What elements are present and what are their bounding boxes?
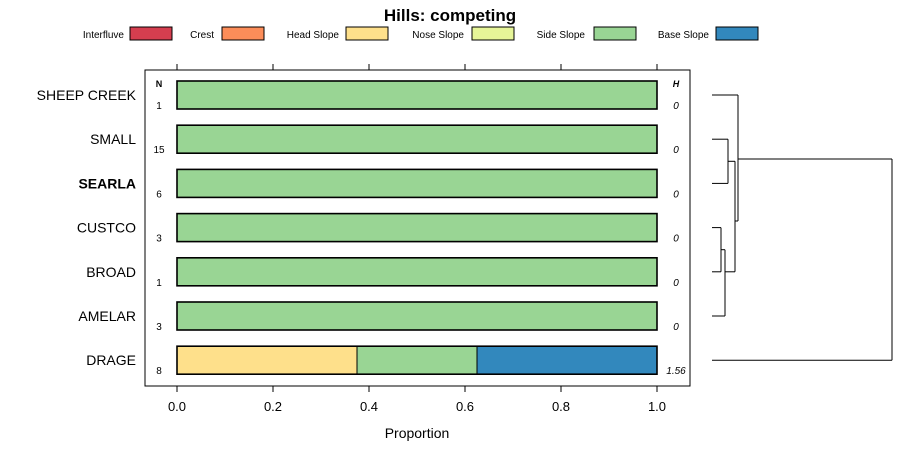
h-value-label: 0 [673, 322, 679, 333]
bar-outline [176, 124, 658, 154]
n-value-label: 3 [156, 322, 162, 333]
category-label: AMELAR [78, 308, 136, 324]
bars [176, 80, 658, 376]
n-value-label: 15 [153, 145, 165, 156]
x-tick-label: 0.4 [360, 399, 378, 414]
n-value-label: 1 [156, 278, 162, 289]
legend-label: Interfluve [83, 30, 125, 41]
category-label: CUSTCO [77, 220, 136, 236]
dendrogram [712, 94, 893, 361]
legend-swatch [345, 26, 389, 41]
bar-row [176, 80, 658, 110]
legend-swatch [715, 26, 759, 41]
bar-row [176, 124, 658, 154]
bar-row [176, 168, 658, 199]
legend-label: Side Slope [537, 30, 586, 41]
bar-outline [176, 80, 658, 110]
bar-outline [176, 301, 658, 331]
bar-outline [176, 168, 658, 199]
category-label: SMALL [90, 131, 136, 147]
h-value-label: 0 [673, 234, 679, 245]
legend-swatch [221, 26, 265, 41]
n-value-label: 3 [156, 234, 162, 245]
bar-segment [177, 346, 357, 375]
legend-swatch [593, 26, 637, 41]
legend-label: Head Slope [287, 30, 340, 41]
legend-label: Base Slope [658, 30, 710, 41]
category-label: SHEEP CREEK [37, 87, 137, 103]
h-value-label: 0 [673, 278, 679, 289]
n-value-label: 8 [156, 366, 162, 377]
h-value-label: 0 [673, 189, 679, 200]
n-column-header: N [156, 79, 163, 89]
bar-outline [176, 345, 658, 376]
legend-swatch [471, 26, 515, 41]
h-column-header: H [673, 79, 680, 89]
h-value-label: 1.56 [666, 366, 686, 377]
legend-label: Nose Slope [412, 30, 464, 41]
legend-swatch [129, 26, 173, 41]
x-tick-label: 0.8 [552, 399, 570, 414]
category-label: SEARLA [78, 175, 136, 191]
legend: Interfluve Crest Head Slope Nose Slope Side … [83, 26, 759, 41]
x-tick-label: 1.0 [648, 399, 666, 414]
chart-title: Hills: competing [384, 6, 516, 25]
h-value-label: 0 [673, 145, 679, 156]
bar-row [176, 212, 658, 243]
n-value-label: 6 [156, 189, 162, 200]
plot-frame [144, 69, 691, 387]
bar-segment [477, 346, 657, 375]
h-value-label: 0 [673, 101, 679, 112]
x-tick-label: 0.0 [168, 399, 186, 414]
legend-label: Crest [190, 30, 214, 41]
bar-segment [177, 302, 657, 330]
bar-row [176, 301, 658, 331]
bar-segment [177, 125, 657, 154]
bar-outline [176, 256, 658, 287]
x-axis: 0.0 0.2 0.4 0.6 0.8 1.0 [168, 64, 666, 414]
category-label: BROAD [86, 264, 136, 280]
x-tick-label: 0.6 [456, 399, 474, 414]
bar-segment [177, 213, 657, 242]
x-axis-title: Proportion [385, 425, 450, 441]
category-label: DRAGE [86, 352, 136, 368]
bar-row [176, 256, 658, 287]
bar-row [176, 345, 658, 376]
n-value-label: 1 [156, 101, 162, 112]
bar-segment [177, 81, 657, 109]
x-tick-label: 0.2 [264, 399, 282, 414]
bar-segment [357, 346, 477, 375]
bar-segment [177, 257, 657, 286]
bar-segment [177, 169, 657, 198]
bar-outline [176, 212, 658, 243]
row-labels: SHEEP CREEK 1 0 SMALL 15 0 SEARLA 6 0 CUSTCO 3 0 BRO… [37, 87, 687, 377]
